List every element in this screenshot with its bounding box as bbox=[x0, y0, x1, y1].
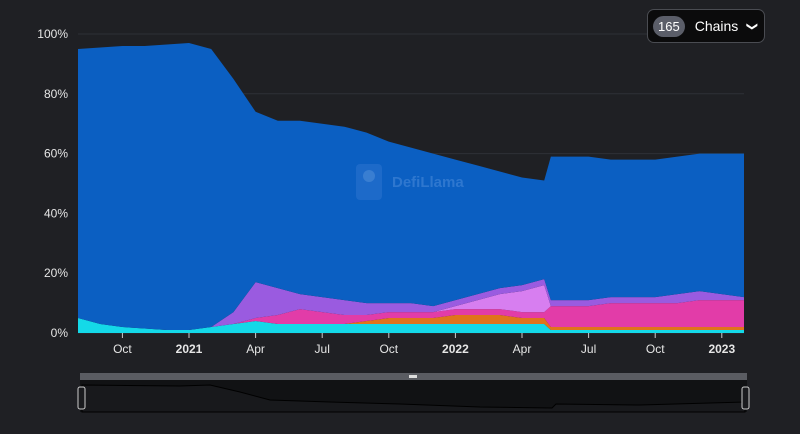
area-cyan bbox=[78, 318, 744, 333]
y-tick-label: 100% bbox=[37, 27, 68, 41]
y-tick-label: 40% bbox=[44, 206, 68, 220]
x-tick-label: Jul bbox=[581, 342, 596, 356]
navigator[interactable] bbox=[77, 373, 750, 413]
x-tick-label: Jul bbox=[315, 342, 330, 356]
area-orange bbox=[78, 315, 744, 331]
x-tick-label: 2021 bbox=[176, 342, 203, 356]
x-tick-label: Apr bbox=[246, 342, 265, 356]
scrollbar-grip-icon[interactable] bbox=[409, 375, 417, 378]
chains-count-badge: 165 bbox=[653, 15, 685, 37]
stacked-areas bbox=[78, 42, 744, 333]
x-tick-label: 2023 bbox=[708, 342, 735, 356]
x-tick-label: Oct bbox=[646, 342, 665, 356]
x-tick-label: Oct bbox=[379, 342, 398, 356]
x-tick-label: Apr bbox=[513, 342, 532, 356]
x-axis-labels: Oct 2021 Apr Jul Oct 2022 Apr Jul Oct 2023 bbox=[113, 333, 735, 356]
navigator-handle-right[interactable] bbox=[741, 386, 750, 410]
chevron-down-icon: ❯ bbox=[746, 21, 759, 31]
y-tick-label: 80% bbox=[44, 87, 68, 101]
watermark-text: DefiLlama bbox=[392, 173, 464, 191]
area-pink bbox=[78, 300, 744, 331]
defillama-watermark: DefiLlama bbox=[352, 160, 464, 204]
x-tick-label: Oct bbox=[113, 342, 132, 356]
area-ethereum bbox=[78, 42, 744, 331]
chains-label: Chains bbox=[694, 18, 739, 34]
navigator-handle-left[interactable] bbox=[77, 386, 86, 410]
y-tick-label: 0% bbox=[51, 326, 69, 340]
x-tick-label: 2022 bbox=[442, 342, 469, 356]
y-tick-label: 60% bbox=[44, 147, 68, 161]
y-axis-labels: 0% 20% 40% 60% 80% 100% bbox=[37, 27, 68, 340]
chains-selector-button[interactable]: 165 Chains ❯ bbox=[647, 9, 765, 43]
y-tick-label: 20% bbox=[44, 266, 68, 280]
area-purple bbox=[78, 279, 744, 331]
llama-logo-icon bbox=[356, 164, 382, 200]
